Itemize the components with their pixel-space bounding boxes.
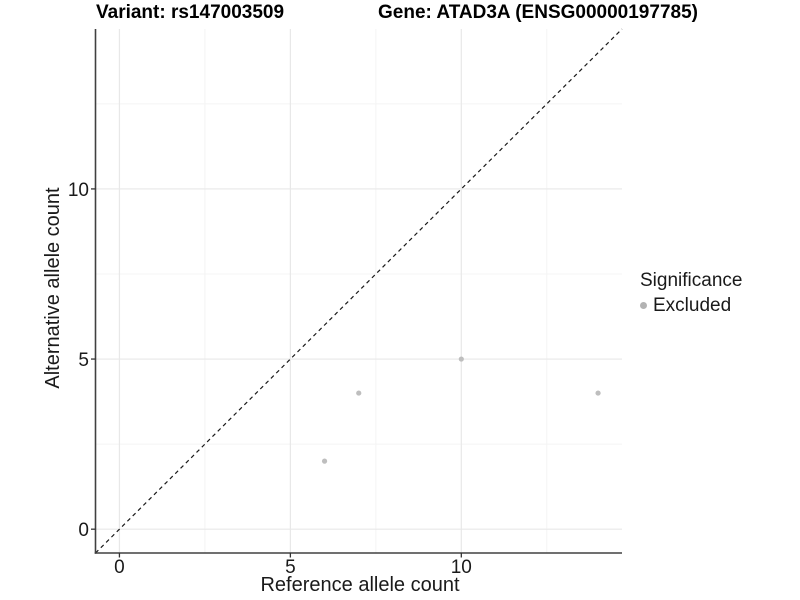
variant-title: Variant: rs147003509 — [96, 2, 285, 23]
gene-title: Gene: ATAD3A (ENSG00000197785) — [378, 2, 698, 23]
legend-key-dot-icon — [640, 301, 647, 309]
x-tick-label: 10 — [451, 557, 472, 578]
data-point — [321, 458, 328, 464]
x-axis-title: Reference allele count — [260, 574, 460, 596]
legend-item-excluded: Excluded — [640, 295, 742, 315]
legend: Significance Excluded — [640, 271, 742, 315]
legend-item-label: Excluded — [653, 294, 732, 316]
data-point — [595, 390, 601, 396]
legend-title: Significance — [640, 270, 743, 291]
x-tick-label: 5 — [285, 557, 296, 578]
identity-dashed-line — [95, 28, 623, 554]
y-tick-label: 5 — [78, 350, 89, 371]
y-tick-label: 0 — [78, 520, 89, 541]
y-tick-label: 10 — [68, 180, 89, 201]
x-tick-label: 0 — [114, 557, 125, 578]
y-axis-title: Alternative allele count — [42, 187, 64, 389]
data-point — [356, 390, 362, 396]
data-point — [458, 356, 464, 362]
